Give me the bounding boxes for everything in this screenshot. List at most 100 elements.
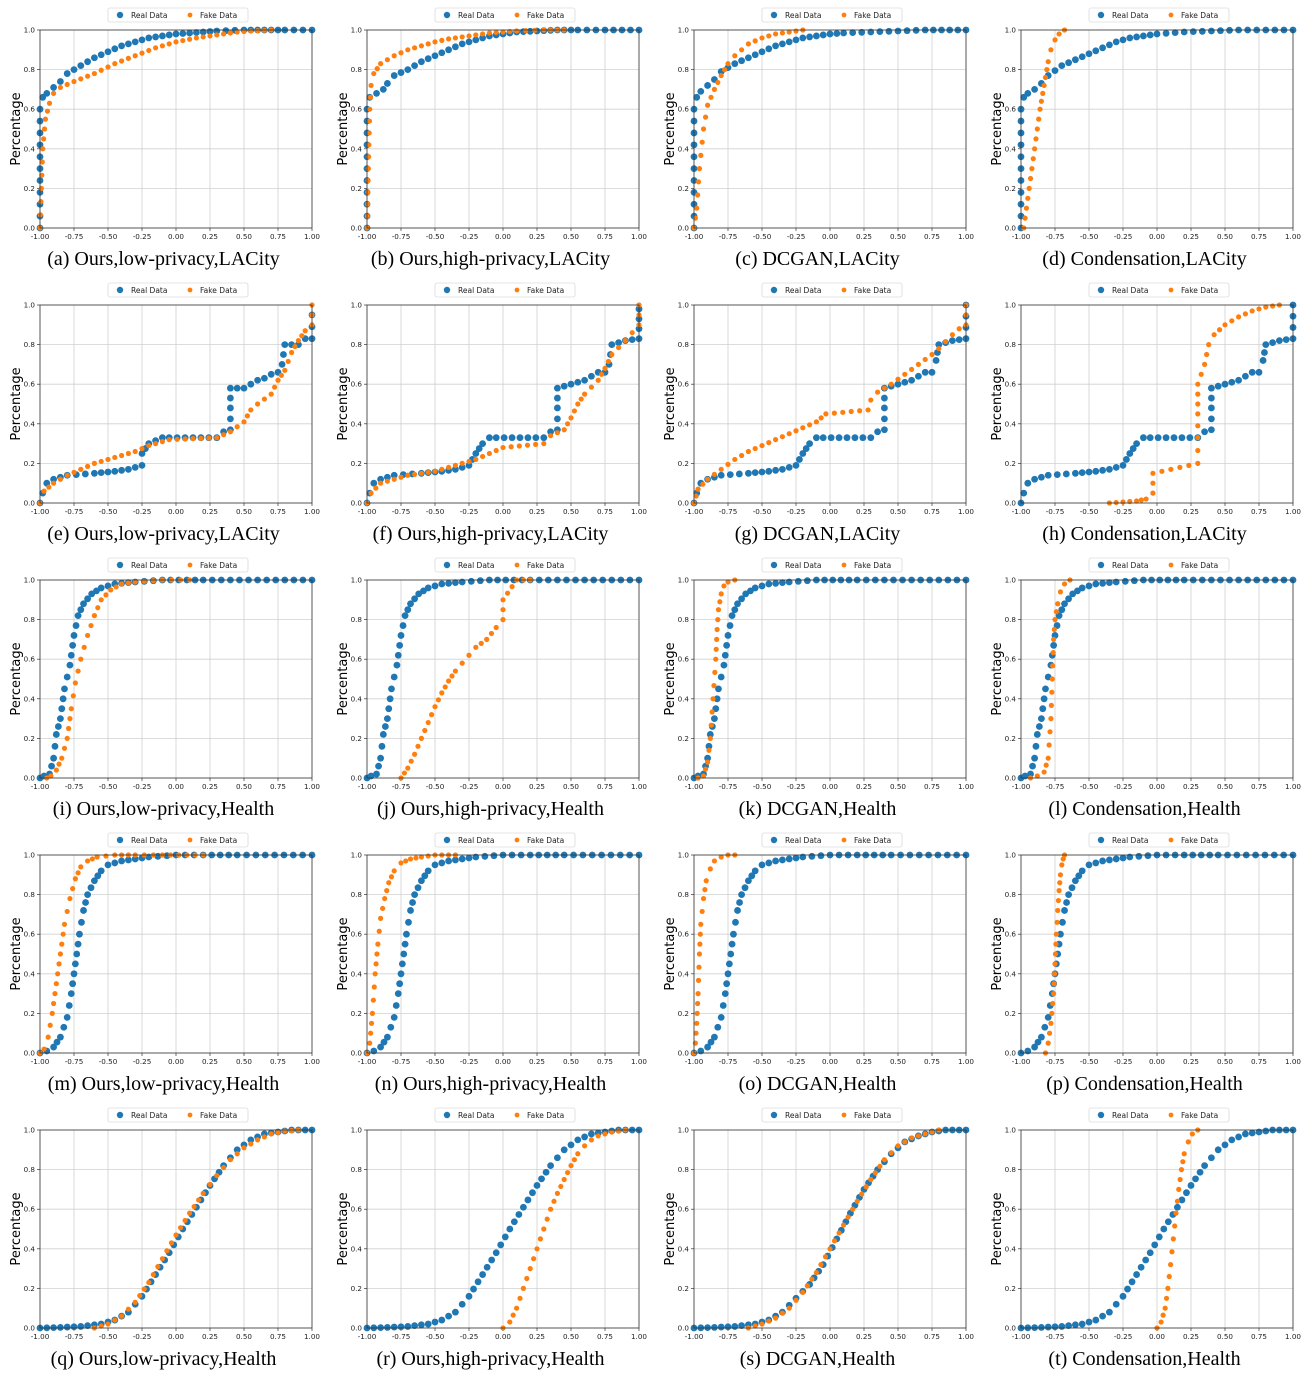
data-point: [571, 1157, 577, 1163]
data-point: [1059, 918, 1066, 926]
data-point: [868, 1176, 874, 1183]
data-point: [1189, 1131, 1195, 1137]
data-point: [97, 51, 105, 59]
data-point: [91, 70, 97, 77]
y-tick-label: 0.0: [1005, 1049, 1017, 1058]
data-point: [719, 1002, 727, 1009]
series-fake: [1021, 27, 1068, 231]
x-tick-label: 0.00: [1149, 1057, 1165, 1066]
data-point: [895, 376, 901, 382]
data-point: [514, 1305, 520, 1311]
data-point: [118, 857, 125, 865]
data-point: [1075, 872, 1083, 880]
x-tick-label: 0.50: [563, 1332, 579, 1341]
data-point: [1198, 27, 1206, 35]
data-point: [725, 461, 731, 467]
data-point: [1236, 314, 1242, 320]
data-point: [398, 474, 404, 480]
caption-r: (r) Ours,high-privacy,Health: [376, 1348, 605, 1370]
data-point: [281, 341, 289, 348]
data-point: [1052, 961, 1058, 967]
data-point: [509, 584, 515, 590]
data-point: [59, 695, 67, 703]
data-point: [1092, 859, 1100, 867]
data-point: [1049, 689, 1055, 695]
data-point: [1163, 1295, 1170, 1301]
data-point: [1030, 156, 1036, 162]
data-point: [751, 469, 759, 477]
y-tick-label: 0.4: [351, 969, 363, 978]
data-point: [141, 578, 147, 584]
data-point: [59, 755, 65, 761]
data-point: [65, 1002, 73, 1009]
y-axis-label: Percentage: [9, 642, 24, 715]
series-fake: [745, 1127, 942, 1331]
data-point: [1270, 303, 1276, 309]
data-point: [459, 460, 465, 466]
y-tick-label: 0.2: [351, 734, 362, 743]
data-point: [765, 580, 773, 588]
data-point: [1078, 53, 1086, 61]
plot-frame: [39, 854, 313, 1054]
data-point: [118, 42, 125, 50]
data-point: [500, 597, 506, 603]
y-tick-label: 0.4: [678, 1244, 690, 1253]
data-point: [895, 1143, 901, 1149]
data-point: [280, 351, 287, 358]
data-point: [922, 356, 928, 363]
data-point: [367, 106, 373, 112]
data-point: [694, 205, 700, 211]
data-point: [571, 408, 577, 414]
plot-frame: [693, 304, 967, 504]
x-tick-label: -0.25: [460, 1332, 479, 1341]
data-point: [431, 52, 439, 60]
chart-l: -1.00 -0.75 -0.50 -0.25 0.00 0.25 0.50 0.75 1.00…: [990, 557, 1301, 791]
data-point: [85, 632, 91, 639]
data-point: [697, 931, 703, 937]
data-point: [248, 407, 254, 413]
y-tick-label: 1.0: [24, 851, 36, 860]
data-point: [1058, 1323, 1066, 1330]
data-point: [1052, 37, 1058, 43]
data-point: [574, 378, 582, 386]
data-point: [1044, 1323, 1052, 1331]
data-point: [700, 773, 707, 779]
y-tick-label: 0.6: [24, 105, 36, 114]
data-point: [752, 445, 758, 452]
x-tick-label: 0.00: [168, 1332, 184, 1341]
data-point: [1134, 498, 1140, 504]
data-point: [524, 1275, 530, 1282]
data-point: [915, 1133, 921, 1139]
legend: Real Data Fake Data: [434, 7, 576, 23]
data-point: [1150, 470, 1156, 476]
data-point: [373, 961, 379, 967]
data-point: [112, 454, 118, 461]
data-point: [859, 1191, 865, 1197]
data-point: [1216, 327, 1223, 333]
data-point: [845, 1214, 851, 1220]
data-point: [697, 87, 705, 95]
series-fake: [91, 1127, 301, 1331]
data-point: [548, 1206, 554, 1212]
data-point: [800, 1289, 806, 1295]
data-point: [1051, 67, 1059, 74]
data-point: [523, 28, 529, 34]
data-point: [738, 595, 745, 603]
data-point: [1133, 1271, 1140, 1278]
x-tick-label: -0.50: [753, 507, 772, 516]
data-point: [622, 338, 628, 344]
data-point: [1031, 754, 1038, 762]
data-point: [1154, 434, 1162, 442]
y-axis-label: Percentage: [990, 1192, 1005, 1265]
data-point: [779, 1310, 785, 1316]
x-tick-label: 0.00: [822, 507, 838, 516]
y-tick-label: 1.0: [351, 301, 363, 310]
data-point: [141, 1286, 147, 1292]
data-point: [61, 921, 68, 927]
data-point: [1206, 342, 1212, 348]
data-point: [504, 590, 511, 596]
data-point: [851, 434, 859, 442]
data-point: [72, 622, 80, 629]
legend-marker-fake: [514, 1112, 520, 1118]
data-point: [50, 754, 57, 762]
